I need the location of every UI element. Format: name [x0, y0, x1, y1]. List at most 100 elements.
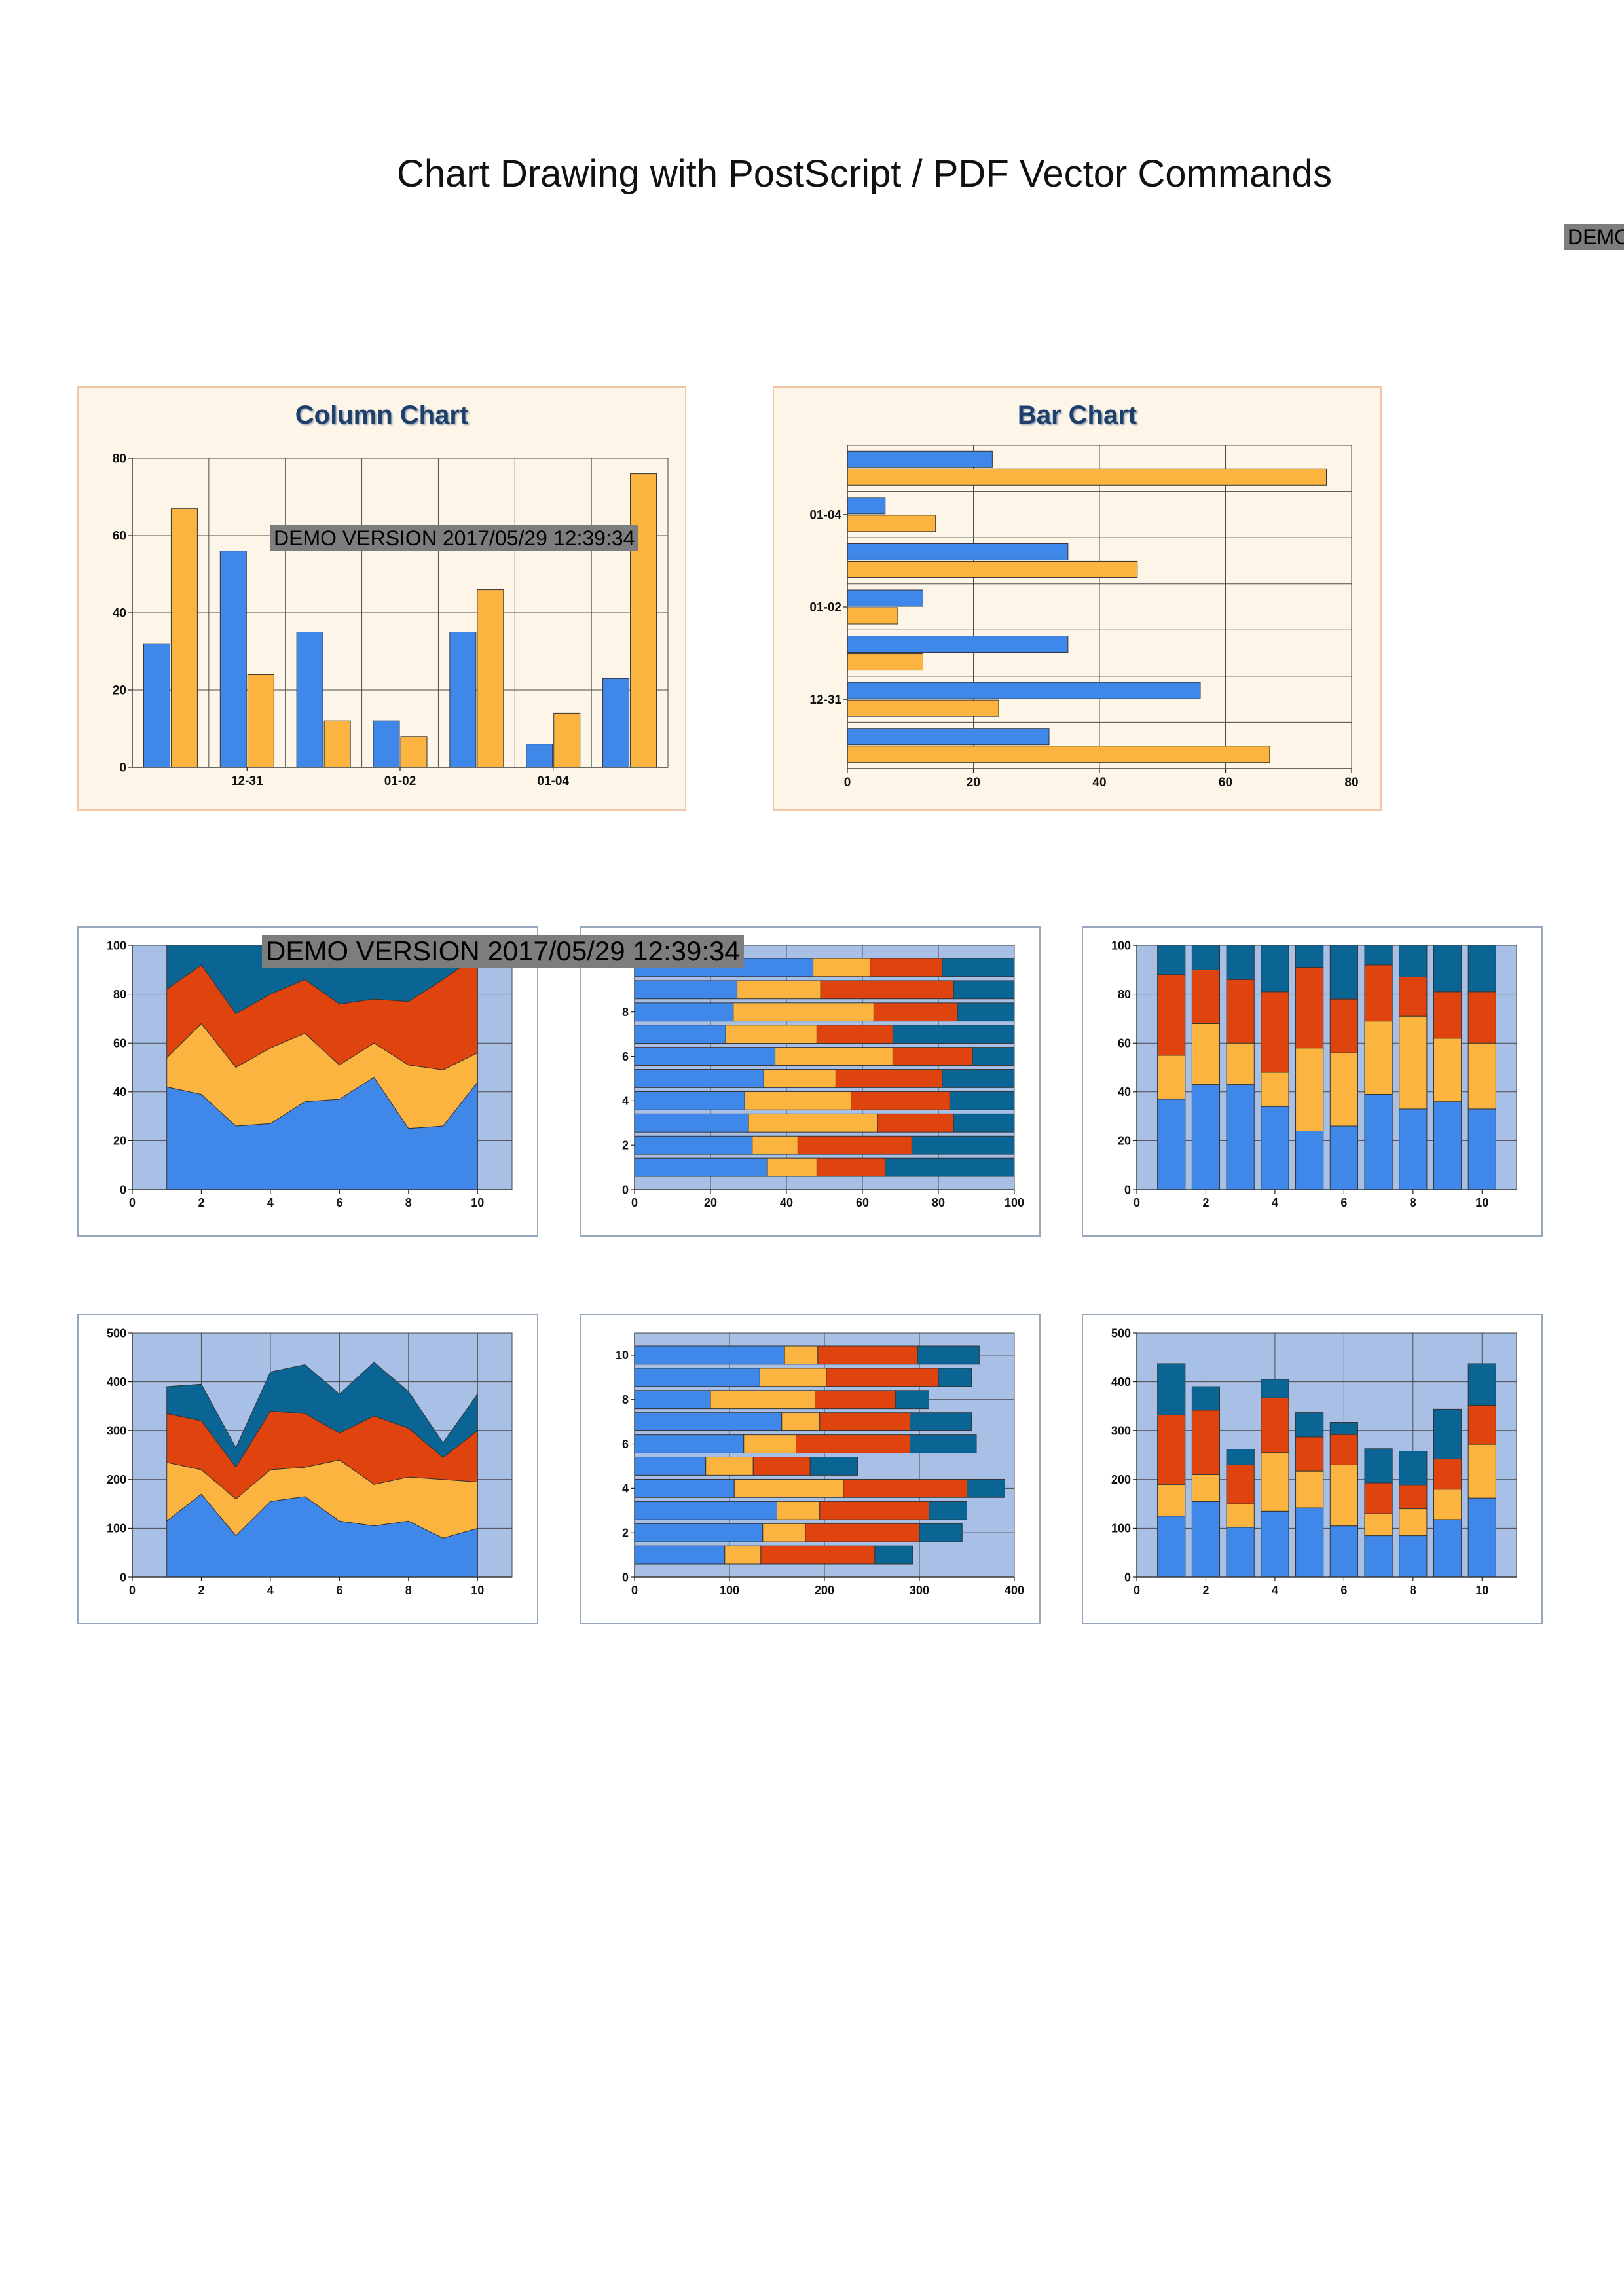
bar-segment — [634, 1412, 783, 1432]
bar-segment — [743, 1434, 796, 1453]
bar-segment — [1191, 945, 1221, 970]
bar-segment — [911, 1135, 1015, 1155]
bar-segment — [1399, 1451, 1428, 1486]
y-tick-label: 40 — [113, 1085, 126, 1099]
x-tick-label: 6 — [336, 1584, 342, 1597]
y-tick-label: 100 — [1111, 939, 1131, 952]
y-tick-label: 40 — [113, 607, 126, 621]
bar-segment — [1191, 969, 1221, 1024]
bar-segment — [877, 1113, 954, 1133]
demo-watermark-column-chart: DEMO VERSION 2017/05/29 12:39:34 — [270, 525, 639, 551]
bar-segment — [1364, 1482, 1393, 1514]
bar-segment — [895, 1390, 929, 1410]
bar-segment — [1226, 1527, 1255, 1578]
bar-segment — [634, 1501, 777, 1520]
x-tick-label: 100 — [720, 1584, 739, 1597]
plot-border — [634, 945, 1015, 1190]
bar-segment — [634, 1002, 734, 1022]
bar-segment — [892, 1047, 973, 1066]
bar-segment — [1261, 1452, 1289, 1512]
bar-segment — [781, 1412, 821, 1432]
percent-hbar-chart: 0 20 40 60 80 100 0 2 4 6 8 — [622, 945, 1024, 1209]
bar-segment — [1467, 1404, 1496, 1445]
bar-segment — [1467, 1042, 1496, 1110]
y-tick-label: 01-02 — [809, 601, 841, 615]
y-tick-label: 20 — [1118, 1135, 1131, 1148]
bar-segment — [1261, 1106, 1289, 1190]
x-tick-label: 60 — [856, 1196, 869, 1209]
y-tick-label: 0 — [120, 1183, 126, 1196]
x-tick-label: 6 — [336, 1196, 342, 1209]
bar-segment — [843, 1478, 967, 1498]
x-tick-label: 10 — [471, 1196, 484, 1209]
bar — [219, 551, 247, 768]
bar-segment — [733, 1478, 844, 1498]
bar-chart-panel: Bar Chart 0 20 40 60 80 12-31 01-02 01-04 — [773, 386, 1382, 811]
bar-segment — [967, 1478, 1005, 1498]
bar-segment — [1261, 1397, 1289, 1453]
bar-chart-title: Bar Chart — [1017, 401, 1137, 429]
x-tick-label: 01-02 — [384, 774, 416, 788]
bar — [847, 682, 1201, 699]
bar-segment — [1433, 1458, 1462, 1490]
bar-segment — [1226, 979, 1255, 1044]
bar — [847, 699, 999, 717]
y-tick-label: 300 — [107, 1425, 126, 1438]
bar — [847, 468, 1327, 486]
y-tick-label: 4 — [622, 1482, 629, 1495]
bar — [247, 674, 274, 768]
x-tick-label: 10 — [1475, 1196, 1488, 1209]
bar-segment — [892, 1025, 1015, 1044]
bar-segment — [1433, 1408, 1462, 1459]
bar-segment — [1399, 1015, 1428, 1110]
bar — [170, 508, 198, 768]
bar — [323, 720, 351, 768]
bar-segment — [873, 1002, 958, 1022]
bar-segment — [942, 1069, 1015, 1088]
bar-segment — [929, 1501, 967, 1520]
bar — [847, 728, 1050, 746]
bar-segment — [870, 958, 943, 977]
bar-segment — [1157, 1363, 1186, 1415]
x-tick-label: 12-31 — [231, 774, 263, 788]
bar — [847, 515, 936, 532]
bar — [400, 736, 428, 768]
bar-segment — [634, 1025, 726, 1044]
bar — [602, 678, 630, 768]
bar-segment — [634, 1135, 753, 1155]
bar-segment — [634, 1047, 776, 1066]
bar-segment — [1467, 991, 1496, 1044]
bar-segment — [1467, 1497, 1496, 1578]
bar-segment — [710, 1390, 815, 1410]
bar-segment — [796, 1434, 910, 1453]
bar-segment — [1399, 1108, 1428, 1190]
x-tick-label: 400 — [1005, 1584, 1024, 1597]
stacked-hbar-chart-panel: 0 100 200 300 400 0 2 4 6 8 10 — [580, 1314, 1041, 1624]
y-tick-label: 400 — [107, 1376, 126, 1389]
percent-hbar-chart-panel: 0 20 40 60 80 100 0 2 4 6 8 — [580, 926, 1041, 1237]
bar-segment — [1157, 945, 1186, 975]
y-tick-label: 0 — [622, 1183, 629, 1196]
bar-segment — [1433, 991, 1462, 1039]
bar-segment — [1399, 1508, 1428, 1537]
x-tick-label: 0 — [129, 1196, 136, 1209]
percent-column-chart-panel: 0 2 4 6 8 10 0 20 40 60 80 100 — [1082, 926, 1543, 1237]
bar-segment — [1399, 945, 1428, 977]
bar-segment — [634, 1113, 749, 1133]
bar — [449, 632, 477, 768]
bar-segment — [1364, 1535, 1393, 1578]
bar-segment — [1191, 1023, 1221, 1085]
x-tick-label: 100 — [1005, 1196, 1024, 1209]
y-tick-label: 6 — [622, 1050, 629, 1063]
x-tick-label: 300 — [910, 1584, 929, 1597]
stacked-column-chart-panel: 0 2 4 6 8 10 0 100 200 300 400 500 — [1082, 1314, 1543, 1624]
bar-segment — [634, 1368, 760, 1387]
x-tick-label: 60 — [1219, 776, 1232, 790]
bar-chart: 0 20 40 60 80 12-31 01-02 01-04 — [809, 445, 1359, 790]
bar-segment — [760, 1545, 876, 1565]
bar-segment — [1157, 1516, 1186, 1578]
y-tick-label: 12-31 — [809, 693, 841, 707]
x-tick-label: 8 — [405, 1584, 412, 1597]
bar-segment — [1329, 998, 1358, 1053]
